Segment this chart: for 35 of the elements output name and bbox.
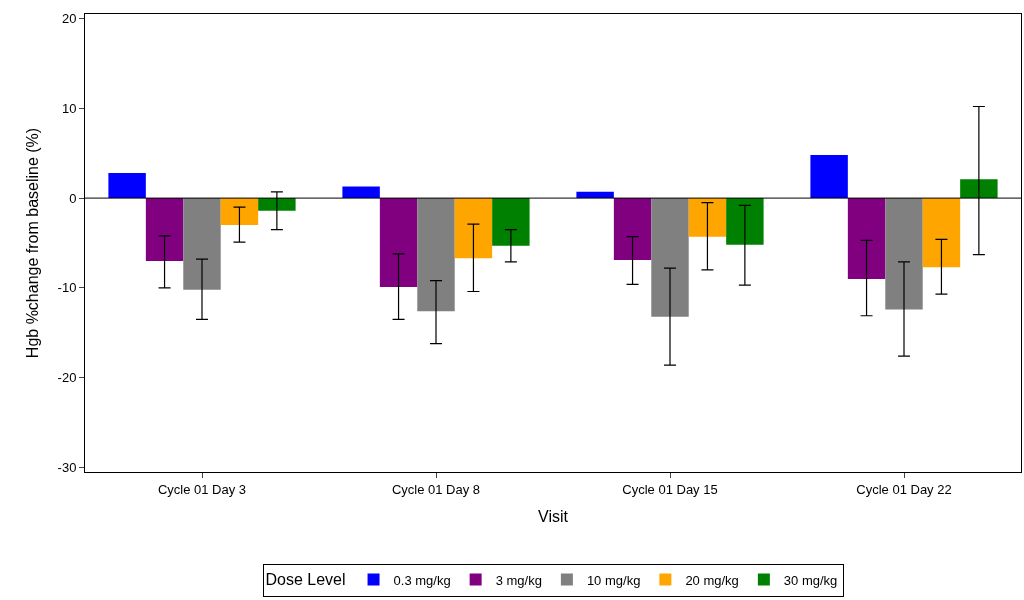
y-tick-label: 20 xyxy=(61,11,77,27)
y-tick-label: 10 xyxy=(61,100,77,116)
x-tick-label: Cycle 01 Day 3 xyxy=(157,481,247,497)
y-tick-label: -10 xyxy=(57,280,77,296)
bar xyxy=(108,172,146,199)
bar xyxy=(183,198,221,290)
bar xyxy=(810,154,848,199)
bar xyxy=(379,198,418,287)
bar xyxy=(613,198,652,261)
x-tick-label: Cycle 01 Day 15 xyxy=(622,481,718,497)
bar xyxy=(651,198,689,317)
bar xyxy=(454,198,493,259)
legend-title: Dose Level xyxy=(265,571,346,589)
x-tick-label: Cycle 01 Day 22 xyxy=(856,481,952,497)
bar xyxy=(688,198,727,237)
y-tick-label: -30 xyxy=(57,460,77,476)
y-tick-label: -20 xyxy=(57,370,77,386)
bar xyxy=(492,198,530,246)
bar xyxy=(220,198,259,226)
y-tick-label: 0 xyxy=(69,190,77,206)
bar xyxy=(145,198,184,261)
bar xyxy=(885,198,923,310)
legend-label: 20 mg/kg xyxy=(685,572,739,588)
y-axis-title: Hgb %change from baseline (%) xyxy=(23,127,41,359)
bar xyxy=(726,198,764,245)
legend-label: 3 mg/kg xyxy=(495,572,542,588)
x-axis-title: Visit xyxy=(538,508,569,526)
bar xyxy=(417,198,455,312)
legend-label: 0.3 mg/kg xyxy=(393,572,451,588)
x-tick-label: Cycle 01 Day 8 xyxy=(391,481,481,497)
legend-label: 30 mg/kg xyxy=(783,572,838,588)
legend-label: 10 mg/kg xyxy=(586,572,641,588)
bar xyxy=(847,198,886,279)
bar xyxy=(342,186,380,199)
bar xyxy=(922,198,961,268)
